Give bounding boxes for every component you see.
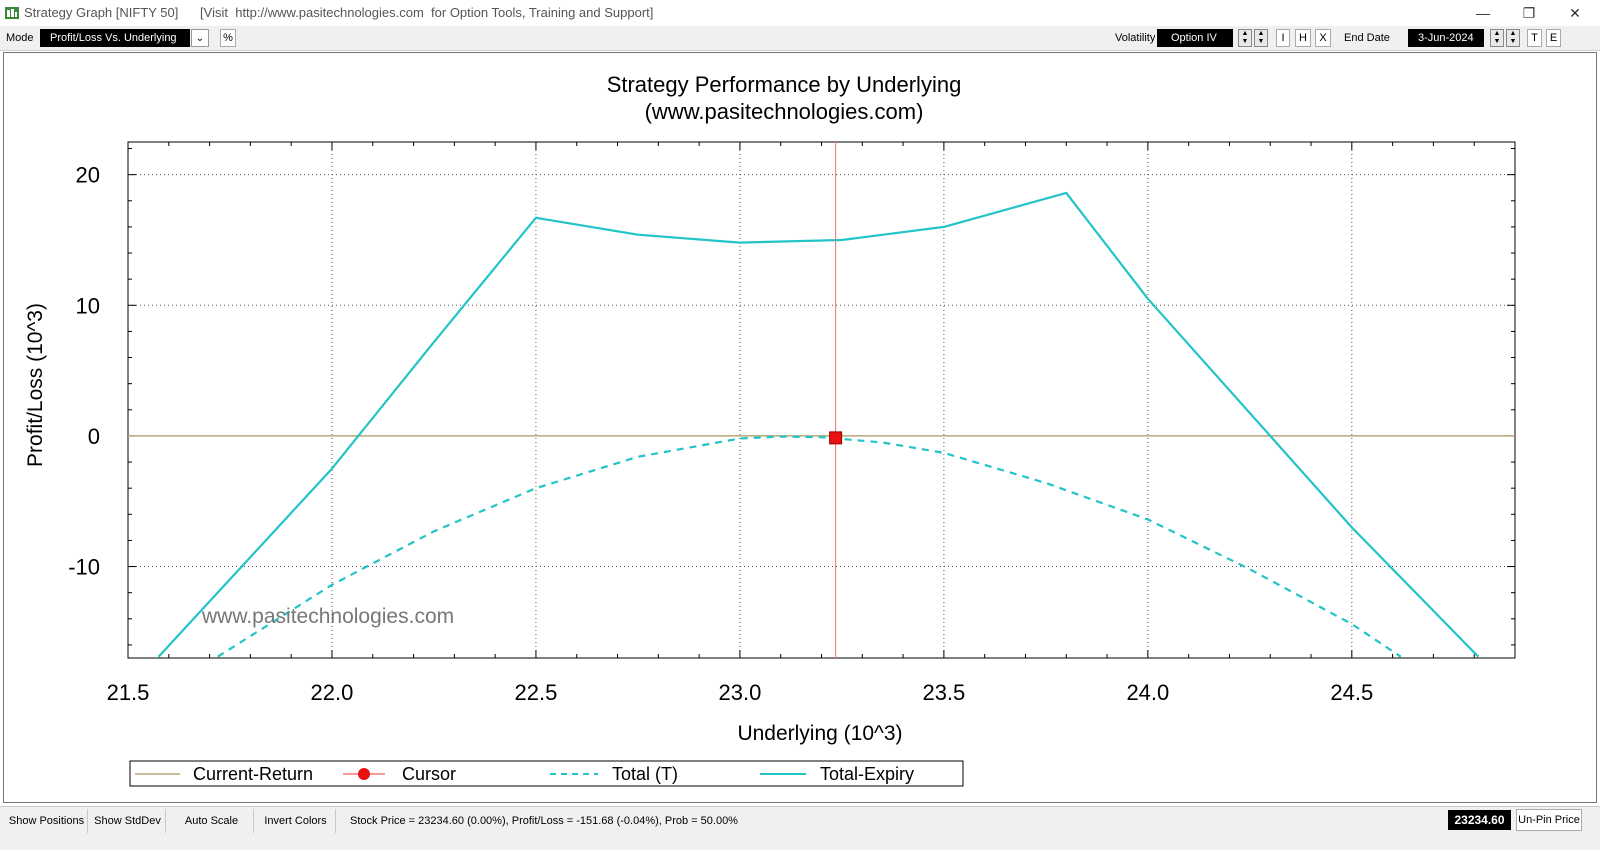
- spin-down-icon: ▼: [1257, 38, 1265, 45]
- volatility-label: Volatility: [1115, 32, 1156, 44]
- t-button[interactable]: T: [1527, 29, 1542, 47]
- x-tick-label: 24.5: [1330, 680, 1373, 705]
- volatility-spinner[interactable]: ▲ ▼: [1238, 29, 1252, 47]
- axis-ticks: 21.5 22.0 22.5 23.0 23.5 24.0 24.5 20 10 0 -10: [68, 142, 1515, 705]
- price-display: 23234.60: [1448, 810, 1511, 830]
- end-date-label: End Date: [1344, 32, 1390, 44]
- series-total-expiry: [157, 191, 1480, 658]
- series-total-t: [217, 435, 1402, 658]
- legend-swatch-cursor-marker: [358, 768, 370, 780]
- y-axis-label: Profit/Loss (10^3): [24, 303, 47, 467]
- x-button[interactable]: X: [1315, 29, 1331, 47]
- spin-up-icon: ▲: [1241, 30, 1249, 37]
- i-button[interactable]: I: [1276, 29, 1290, 47]
- spin-up-icon: ▲: [1509, 30, 1517, 37]
- legend: Current-Return Cursor Total (T) Total-Ex…: [129, 760, 964, 787]
- x-axis-label: Underlying (10^3): [737, 722, 902, 745]
- unpin-price-button[interactable]: Un-Pin Price: [1516, 809, 1582, 831]
- legend-label-total-expiry: Total-Expiry: [820, 764, 914, 784]
- close-icon: ✕: [1569, 4, 1581, 21]
- spin-up-icon: ▲: [1257, 30, 1265, 37]
- mode-dropdown-button[interactable]: ⌄: [191, 29, 209, 47]
- x-tick-label: 21.5: [107, 680, 150, 705]
- y-tick-label: 10: [76, 293, 100, 318]
- end-date-field[interactable]: 3-Jun-2024: [1408, 29, 1484, 47]
- auto-scale-button[interactable]: Auto Scale: [170, 809, 254, 833]
- cursor-group: [829, 142, 843, 658]
- invert-colors-button[interactable]: Invert Colors: [256, 809, 336, 833]
- legend-label-current-return: Current-Return: [193, 764, 313, 784]
- volatility-spinner-2[interactable]: ▲ ▼: [1254, 29, 1268, 47]
- end-date-spinner-2[interactable]: ▲ ▼: [1506, 29, 1520, 47]
- y-tick-label: -10: [68, 555, 100, 580]
- x-tick-label: 23.0: [718, 680, 761, 705]
- percent-button[interactable]: %: [220, 29, 236, 47]
- app-icon: [5, 7, 19, 19]
- toolbar: Mode Profit/Loss Vs. Underlying ⌄ % Vola…: [0, 26, 1600, 51]
- minimize-button[interactable]: —: [1460, 0, 1506, 26]
- spin-down-icon: ▼: [1509, 38, 1517, 45]
- chevron-down-icon: ⌄: [195, 32, 205, 44]
- x-tick-label: 24.0: [1126, 680, 1169, 705]
- status-info: Stock Price = 23234.60 (0.00%), Profit/L…: [350, 815, 738, 827]
- close-button[interactable]: ✕: [1552, 0, 1598, 26]
- h-button[interactable]: H: [1295, 29, 1311, 47]
- plot-border: [127, 141, 1516, 659]
- minimize-icon: —: [1476, 5, 1490, 21]
- e-button[interactable]: E: [1546, 29, 1561, 47]
- grid-lines: [127, 142, 1515, 658]
- spin-down-icon: ▼: [1241, 38, 1249, 45]
- mode-label: Mode: [6, 32, 34, 44]
- y-tick-label: 0: [88, 424, 100, 449]
- series-group: [128, 191, 1515, 658]
- spin-down-icon: ▼: [1493, 38, 1501, 45]
- chart-subtitle: (www.pasitechnologies.com): [645, 99, 924, 124]
- chart-title: Strategy Performance by Underlying: [607, 72, 962, 97]
- show-stddev-button[interactable]: Show StdDev: [90, 809, 166, 833]
- x-tick-label: 22.0: [311, 680, 354, 705]
- window-title: Strategy Graph [NIFTY 50] [Visit http://…: [24, 5, 654, 20]
- mode-select[interactable]: Profit/Loss Vs. Underlying: [40, 29, 190, 47]
- x-tick-label: 23.5: [922, 680, 965, 705]
- spin-up-icon: ▲: [1493, 30, 1501, 37]
- show-positions-button[interactable]: Show Positions: [6, 809, 88, 833]
- cursor-marker: [829, 431, 843, 445]
- title-bar: Strategy Graph [NIFTY 50] [Visit http://…: [0, 0, 1600, 26]
- legend-label-total-t: Total (T): [612, 764, 678, 784]
- y-tick-label: 20: [76, 163, 100, 188]
- volatility-select[interactable]: Option IV: [1157, 29, 1233, 47]
- status-bar: Show Positions Show StdDev Auto Scale In…: [0, 806, 1600, 850]
- restore-button[interactable]: ❐: [1506, 0, 1552, 26]
- watermark: www.pasitechnologies.com: [201, 605, 454, 628]
- x-tick-label: 22.5: [515, 680, 558, 705]
- legend-label-cursor: Cursor: [402, 764, 456, 784]
- restore-icon: ❐: [1522, 4, 1536, 21]
- plot-frame: [3, 52, 1597, 803]
- end-date-spinner[interactable]: ▲ ▼: [1490, 29, 1504, 47]
